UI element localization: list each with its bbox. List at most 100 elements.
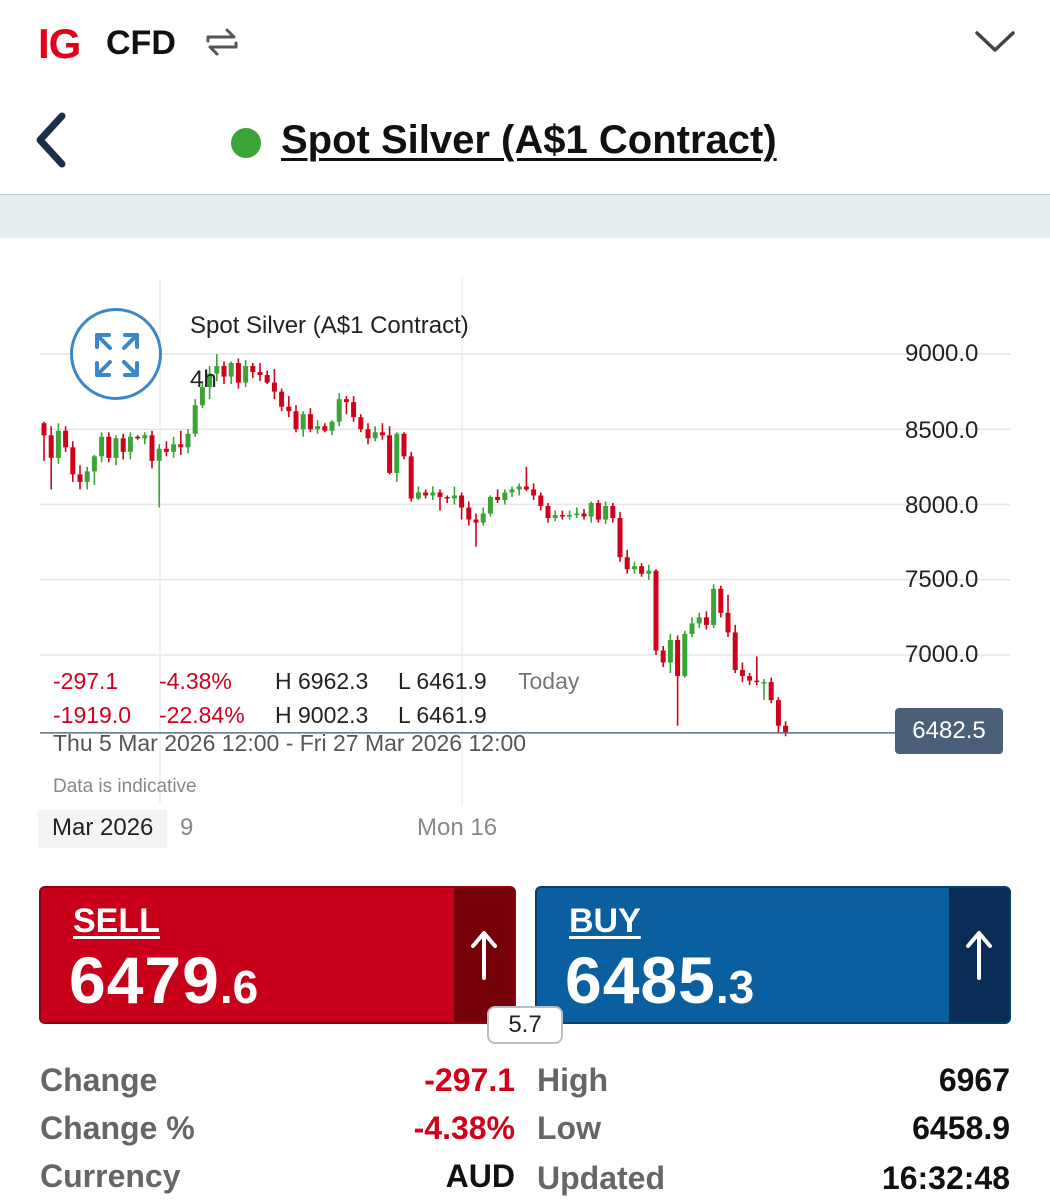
candle — [732, 624, 738, 674]
candle — [336, 393, 342, 427]
candle — [322, 423, 328, 433]
candle — [725, 594, 731, 637]
sell-price-main: 6479 — [69, 943, 220, 1017]
y-tick-label: 9000.0 — [905, 340, 979, 367]
candle — [739, 662, 745, 683]
buy-price: 6485.3 — [565, 943, 755, 1022]
y-tick-label: 7000.0 — [905, 641, 979, 668]
y-tick-label: 7500.0 — [905, 566, 979, 593]
candle — [595, 499, 601, 523]
buy-price-main: 6485 — [565, 943, 716, 1017]
candle — [293, 405, 299, 433]
candle — [379, 423, 385, 440]
candle — [401, 432, 407, 460]
candle — [754, 656, 760, 686]
candle — [581, 509, 587, 520]
change-pct-value: -4.38% — [413, 1110, 515, 1146]
back-chevron-icon[interactable] — [30, 110, 74, 170]
candle — [768, 677, 774, 704]
price-chart[interactable]: Spot Silver (A$1 Contract) 4h 9000.0 850… — [0, 238, 1050, 860]
candle — [430, 486, 436, 500]
candle — [99, 432, 105, 463]
y-tick-label: 8000.0 — [905, 492, 979, 519]
ig-logo: IG — [38, 20, 81, 67]
candle — [718, 585, 724, 618]
candle — [120, 433, 126, 460]
candle — [243, 360, 249, 388]
top-bar: IG CFD — [0, 0, 1050, 90]
stat-high: H 9002.3 — [275, 702, 369, 728]
candle — [696, 612, 702, 628]
market-open-status-dot — [231, 128, 261, 158]
candle — [48, 426, 54, 490]
candle — [603, 501, 609, 525]
sell-button[interactable]: SELL 6479.6 — [39, 886, 516, 1024]
candle — [451, 486, 457, 505]
switch-icon[interactable] — [202, 24, 242, 60]
x-axis-label: Mon 16 — [417, 814, 498, 841]
stat-change: -1919.0 — [53, 702, 132, 728]
candle — [660, 645, 666, 668]
candle — [775, 697, 781, 734]
candlestick-chart[interactable] — [0, 238, 1050, 860]
candle — [646, 564, 652, 580]
change-label: Change — [40, 1062, 158, 1098]
candle — [207, 366, 213, 400]
candle — [675, 635, 681, 726]
candle — [653, 569, 659, 655]
candle — [617, 512, 623, 562]
candle — [221, 361, 227, 385]
candle — [588, 501, 594, 523]
chart-date-range: Thu 5 Mar 2026 12:00 - Fri 27 Mar 2026 1… — [53, 730, 527, 756]
candle — [192, 399, 198, 437]
candle — [279, 388, 285, 412]
expand-icon — [95, 333, 139, 377]
last-price-tag: 6482.5 — [895, 708, 1003, 754]
candle — [185, 429, 191, 454]
candle — [538, 492, 544, 511]
candle — [307, 408, 313, 433]
candle — [257, 363, 263, 382]
candle — [487, 495, 493, 517]
expand-chart-button[interactable] — [70, 308, 162, 400]
candle — [631, 561, 637, 574]
candle — [106, 432, 112, 463]
page-title[interactable]: Spot Silver (A$1 Contract) — [281, 118, 777, 162]
low-label: Low — [537, 1110, 601, 1146]
stat-low: L 6461.9 — [398, 668, 487, 694]
candle — [516, 483, 522, 496]
candle — [315, 420, 321, 434]
chart-interval-label[interactable]: 4h — [190, 366, 217, 393]
candle — [703, 611, 709, 630]
candle — [264, 370, 270, 385]
buy-label: BUY — [569, 902, 641, 940]
candle — [156, 444, 162, 508]
x-axis-month-label: Mar 2026 — [38, 810, 168, 848]
candle — [358, 414, 364, 433]
stats-today-row: -297.1 -4.38% H 6962.3 L 6461.9 Today — [53, 668, 653, 698]
buy-direction-panel — [949, 888, 1009, 1022]
candle — [178, 430, 184, 455]
candle — [559, 510, 565, 520]
sell-price: 6479.6 — [69, 943, 258, 1022]
chevron-down-icon[interactable] — [974, 28, 1016, 56]
product-selector-label[interactable]: CFD — [106, 24, 176, 62]
candle — [235, 358, 241, 389]
candle — [502, 489, 508, 505]
candle — [545, 502, 551, 523]
candle — [300, 411, 306, 437]
candle — [142, 432, 148, 445]
buy-button[interactable]: BUY 6485.3 — [535, 886, 1011, 1024]
high-value: 6967 — [938, 1062, 1010, 1098]
sell-direction-panel — [454, 888, 514, 1022]
candle — [574, 507, 580, 519]
candle — [228, 361, 234, 385]
candle — [394, 432, 400, 482]
candle — [286, 396, 292, 418]
candle — [387, 426, 393, 475]
candle — [624, 549, 630, 574]
arrow-up-icon — [471, 931, 497, 980]
candle — [135, 435, 141, 440]
buy-price-fraction: .3 — [715, 961, 755, 1013]
candle — [199, 381, 205, 409]
